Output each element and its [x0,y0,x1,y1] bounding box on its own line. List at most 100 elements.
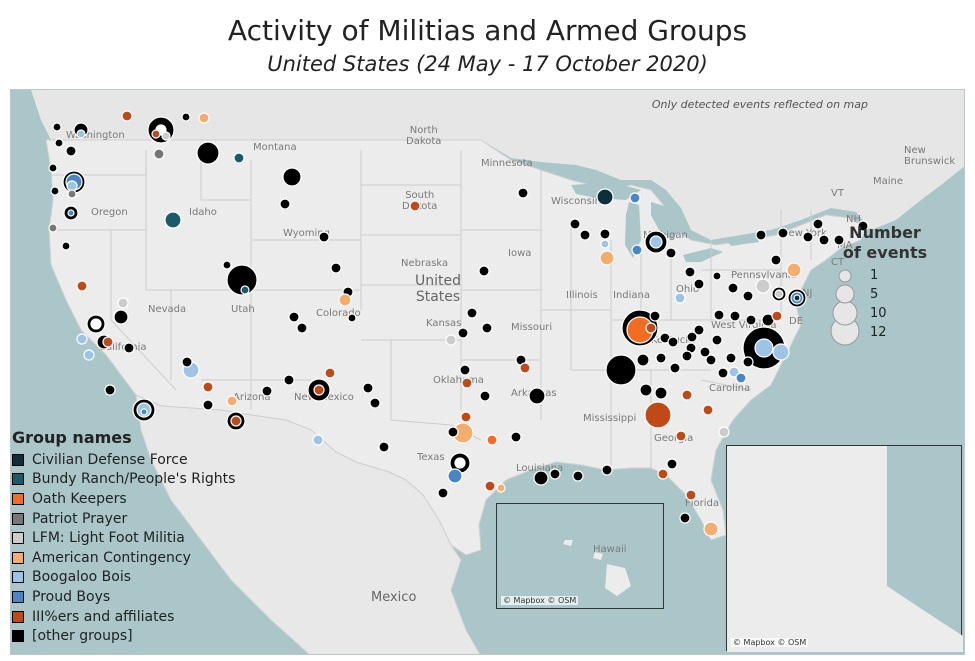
label-iowa: Iowa [508,248,532,259]
event-bubble [600,239,610,249]
event-bubble [599,250,615,266]
label-utah: Utah [231,304,255,315]
label-new-brunswick: New Brunswick [904,145,956,167]
event-bubble [510,431,522,443]
event-bubble [164,211,182,229]
label-nevada: Nevada [148,304,187,315]
legend-swatch [12,512,24,525]
lake-huron [651,202,681,240]
label-kansas: Kansas [426,318,462,329]
event-bubble [312,434,324,446]
legend-item-bundy-ranch[interactable]: Bundy Ranch/People's Rights [12,470,262,490]
event-bubble [324,367,336,379]
event-bubble [657,468,669,480]
label-ohio: Ohio [676,284,700,295]
event-bubble [742,356,754,368]
alaska-inset: © Mapbox © OSM [726,445,963,652]
label-louisiana: Louisiana [516,463,564,474]
label-illinois: Illinois [566,290,598,301]
event-bubble [151,129,161,139]
event-bubble [654,386,668,400]
label-florida: Florida [685,498,720,509]
event-bubble [549,468,561,480]
event-bubble [605,354,637,386]
legend-item-boogaloo-bois[interactable]: Boogaloo Bois [12,568,262,588]
event-bubble [727,282,739,294]
page-title: Activity of Militias and Armed Groups [227,14,748,47]
event-bubble [50,186,60,196]
event-bubble [123,342,135,354]
legend-label: Oath Keepers [32,490,127,507]
event-bubble [649,310,661,322]
alaska-shape [727,446,963,652]
map-canvas[interactable]: Washington Oregon Idaho Montana North Da… [10,89,965,655]
legend-item-three-percenters[interactable]: III%ers and affiliates [12,607,262,627]
event-bubble [226,264,258,296]
event-bubble [102,336,114,348]
hawaii-islands [563,540,631,596]
event-bubble [655,352,667,364]
event-bubble [713,309,725,321]
event-bubble [121,110,133,122]
event-bubble [222,260,232,270]
event-bubble [679,512,691,524]
event-bubble [675,430,687,442]
event-bubble [454,457,466,469]
event-bubble [330,262,342,274]
legend-swatch [12,590,24,603]
event-bubble [702,404,714,416]
legend-item-patriot-prayer[interactable]: Patriot Prayer [12,509,262,529]
event-bubble [76,129,86,139]
legend-item-light-foot-militia[interactable]: LFM: Light Foot Militia [12,528,262,548]
page-subtitle: United States (24 May - 17 October 2020) [267,52,708,76]
event-bubble [667,336,679,348]
label-mississippi: Mississippi [583,413,637,424]
event-bubble [496,483,506,493]
event-bubble [579,229,591,241]
legend-swatch [12,630,24,643]
alaska-land [727,446,963,652]
event-bubble [48,163,58,173]
label-colorado: Colorado [316,308,361,319]
event-bubble [181,112,191,122]
event-bubble [369,397,381,409]
event-bubble [755,229,767,241]
event-bubble [665,247,677,259]
event-bubble [703,521,719,537]
event-bubble [484,480,496,492]
event-bubble [478,265,490,277]
legend-item-proud-boys[interactable]: Proud Boys [12,587,262,607]
event-bubble [572,470,584,482]
event-bubble [347,313,357,323]
legend-item-oath-keepers[interactable]: Oath Keepers [12,489,262,509]
label-indiana: Indiana [613,290,651,301]
event-bubble [202,399,214,411]
legend-label: Civilian Defense Force [32,451,188,468]
legend-item-other-groups[interactable]: [other groups] [12,626,262,646]
event-bubble [681,350,693,362]
event-bubble [629,192,641,204]
event-bubble [196,141,220,165]
event-bubble [686,331,698,343]
event-bubble [519,362,531,374]
event-bubble [481,322,493,334]
event-bubble [857,220,869,232]
event-bubble [681,389,693,401]
event-bubble [76,333,88,345]
event-bubble [636,353,650,367]
legend-label: Boogaloo Bois [32,569,132,586]
event-bubble [669,362,681,374]
event-bubble [755,278,771,294]
event-bubble [674,292,686,304]
map-credit-alaska: © Mapbox © OSM [731,638,809,647]
event-bubble [728,366,740,378]
event-bubble [461,377,473,389]
legend-item-american-contingency[interactable]: American Contingency [12,548,262,568]
label-texas: Texas [417,452,445,463]
legend-label: Bundy Ranch/People's Rights [32,471,236,488]
event-bubble [833,234,845,246]
legend-label: Proud Boys [32,588,111,605]
legend-swatch [12,453,24,466]
group-legend: Group names Civilian Defense Force Bundy… [12,428,262,646]
legend-item-civilian-defense-force[interactable]: Civilian Defense Force [12,450,262,470]
